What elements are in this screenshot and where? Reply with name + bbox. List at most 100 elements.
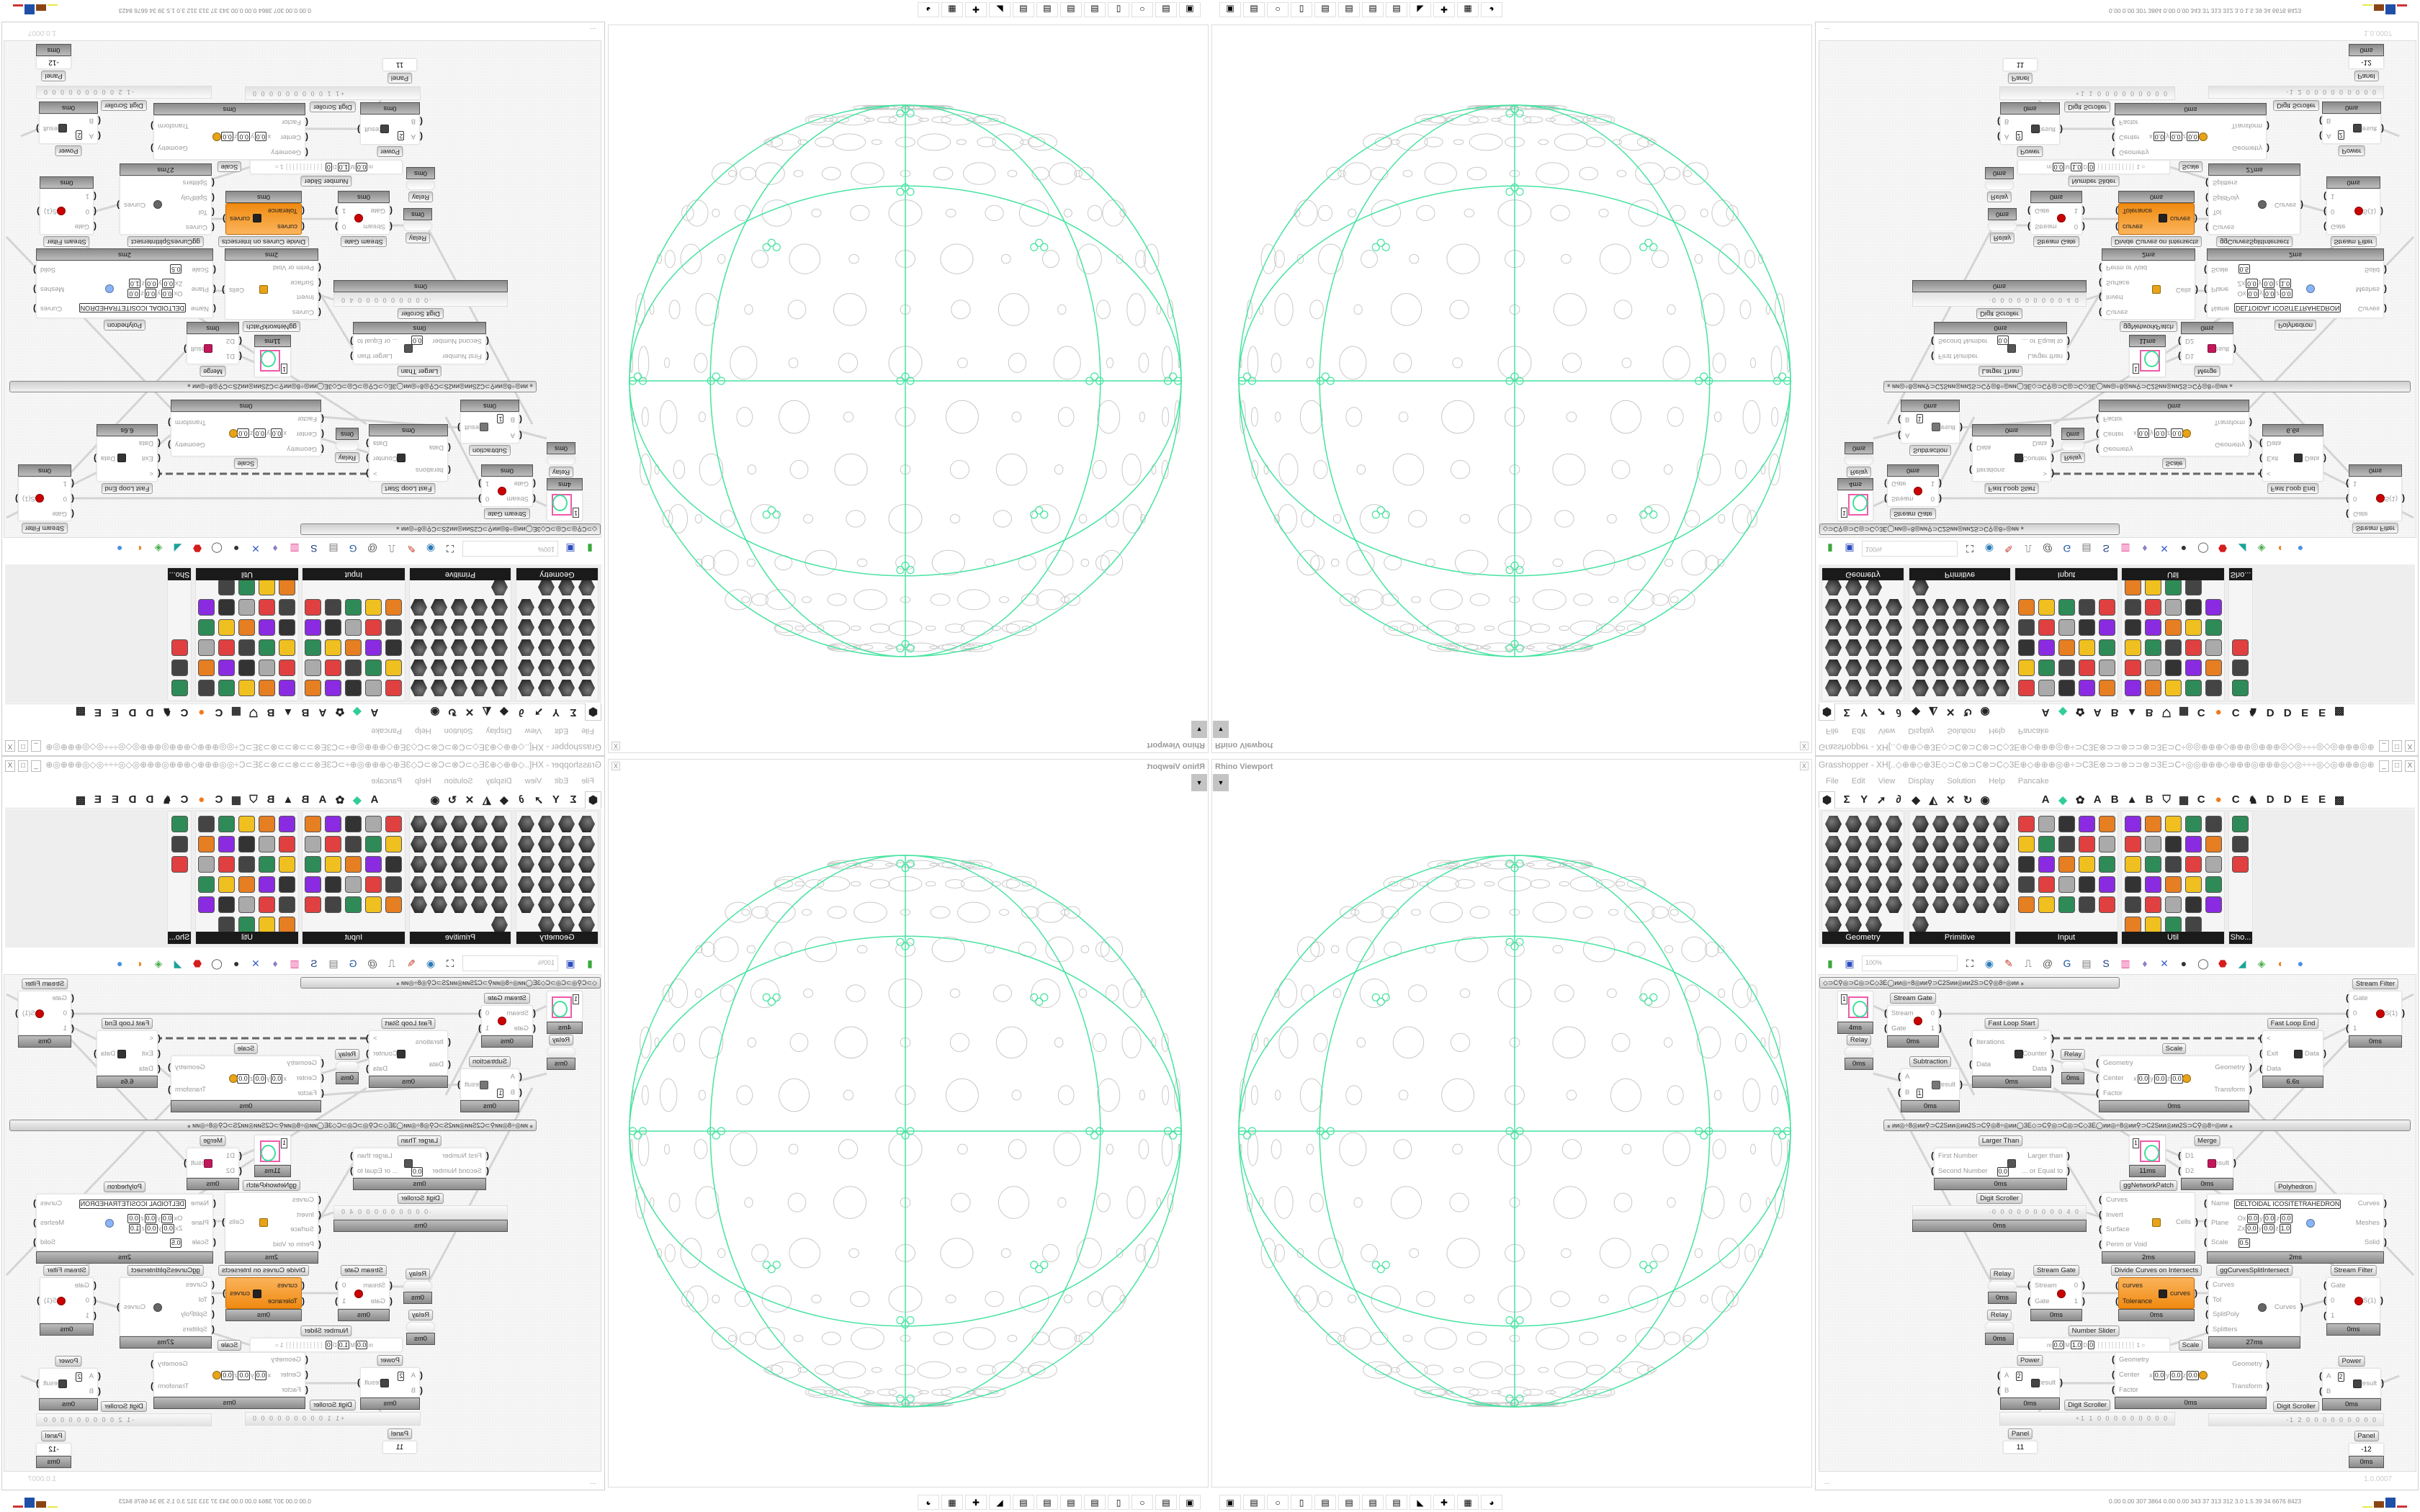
- blue-sphere-icon[interactable]: ●: [2297, 543, 2304, 554]
- zoom-field[interactable]: 100%: [1862, 541, 1958, 557]
- intersect-tab-icon[interactable]: ✕: [1945, 706, 1955, 719]
- record-icon[interactable]: [2145, 836, 2161, 852]
- input-port[interactable]: (: [71, 494, 74, 504]
- stairs-icon[interactable]: [2058, 619, 2075, 636]
- power-node[interactable]: (A 2(B Result): [2319, 1368, 2384, 1398]
- tab-letter-a[interactable]: A: [2093, 793, 2102, 806]
- output-port[interactable]: ): [33, 303, 36, 314]
- value-field[interactable]: 0.0: [2246, 279, 2258, 288]
- value-field[interactable]: 0.0: [162, 279, 174, 288]
- input-port[interactable]: (: [212, 222, 215, 233]
- value-field[interactable]: 1: [1916, 1089, 1923, 1098]
- input-port[interactable]: (: [2115, 222, 2118, 232]
- xyz-icon[interactable]: [325, 836, 341, 852]
- node-label[interactable]: Scale: [2178, 161, 2203, 172]
- tree-icon[interactable]: [471, 876, 488, 893]
- input-port[interactable]: (: [1884, 1007, 1887, 1018]
- input-port[interactable]: (: [1884, 479, 1887, 490]
- cluster-param-icon[interactable]: [1886, 619, 1902, 636]
- tab-letter-d[interactable]: D: [2266, 793, 2275, 806]
- color-bars-icon[interactable]: [2079, 599, 2095, 616]
- menu-display[interactable]: Display: [485, 777, 512, 786]
- curve-tab-icon[interactable]: ∂: [1896, 706, 1901, 719]
- transform-tab-icon[interactable]: ↻: [447, 706, 457, 719]
- node-label[interactable]: Panel: [2007, 1428, 2033, 1439]
- circle-param-icon[interactable]: [1825, 619, 1842, 636]
- node-label[interactable]: Polyhedron: [103, 320, 146, 330]
- canvas-image-icon[interactable]: ▤: [2081, 958, 2092, 969]
- preview-eye-icon[interactable]: ◉: [426, 958, 436, 969]
- wire[interactable]: [93, 1299, 120, 1309]
- loop-icon[interactable]: [2099, 680, 2115, 696]
- img-icon[interactable]: [2058, 856, 2075, 873]
- input-port[interactable]: (: [213, 1198, 216, 1209]
- black-box-icon[interactable]: [2038, 816, 2055, 832]
- loop-icon[interactable]: [305, 816, 321, 832]
- list-icon[interactable]: [365, 599, 382, 616]
- toggle-icon[interactable]: [305, 660, 321, 676]
- play-icon[interactable]: [279, 660, 295, 676]
- input-port[interactable]: (: [305, 1384, 308, 1395]
- canvas-image-icon[interactable]: ▤: [328, 543, 339, 554]
- magnet-icon[interactable]: [259, 816, 275, 832]
- mesh-sphere-param-icon[interactable]: [558, 917, 575, 933]
- menu-pancake[interactable]: Pancake: [371, 726, 403, 735]
- intersect-tab-icon[interactable]: ✕: [465, 793, 475, 806]
- calculator-icon[interactable]: ▦: [941, 1495, 963, 1510]
- intersect-tab-icon[interactable]: ✕: [1945, 793, 1955, 806]
- flask-icon[interactable]: [198, 639, 215, 656]
- value-field[interactable]: 2: [2337, 1372, 2344, 1382]
- input-port[interactable]: (: [2099, 263, 2102, 274]
- input-port[interactable]: (: [318, 277, 321, 288]
- input-port[interactable]: (: [321, 414, 324, 425]
- value-field[interactable]: 1.0: [2279, 1224, 2292, 1233]
- gauge-script-icon[interactable]: [238, 917, 255, 933]
- menu-help[interactable]: Help: [415, 726, 431, 735]
- control-knob-icon[interactable]: [385, 639, 402, 656]
- fuse-icon[interactable]: [2145, 619, 2161, 636]
- tree-icon[interactable]: [471, 619, 488, 636]
- node-label[interactable]: Power: [2017, 146, 2043, 157]
- bulb-icon[interactable]: ●: [2180, 958, 2187, 969]
- input-port[interactable]: (: [321, 1087, 324, 1098]
- tab-letter-d[interactable]: D: [2283, 706, 2292, 719]
- wire[interactable]: [1937, 416, 1976, 486]
- node-label[interactable]: Panel: [2354, 71, 2379, 81]
- checker-icon[interactable]: [2099, 639, 2115, 656]
- clock-icon[interactable]: [2058, 599, 2075, 616]
- output-port[interactable]: ): [15, 1008, 18, 1018]
- xyz-icon[interactable]: [325, 660, 341, 676]
- transform-icon[interactable]: [1953, 876, 1969, 893]
- output-port[interactable]: ): [366, 438, 369, 449]
- hexagon-icon[interactable]: [451, 856, 467, 873]
- node-label[interactable]: Fast Loop Start: [1984, 1018, 2039, 1029]
- face-param-icon[interactable]: [538, 660, 555, 676]
- record-icon[interactable]: [2145, 660, 2161, 676]
- digit-scroller-node[interactable]: -1 2 0 0 0 0 0 0 0 0 0: [36, 86, 212, 99]
- box-param-icon[interactable]: [558, 876, 575, 893]
- close-button[interactable]: X: [2405, 760, 2415, 772]
- notepad-icon[interactable]: ▤: [1338, 1495, 1360, 1510]
- output-port[interactable]: ): [366, 1063, 369, 1074]
- tab-letter-d[interactable]: D: [128, 706, 137, 719]
- green-spindle-icon[interactable]: ◈: [2257, 958, 2266, 969]
- input-port[interactable]: (: [2099, 1194, 2102, 1205]
- output-port[interactable]: ): [1960, 423, 1963, 433]
- toggle-icon[interactable]: [2099, 660, 2115, 676]
- input-port[interactable]: (: [2027, 1280, 2030, 1290]
- input-port[interactable]: (: [448, 1036, 451, 1047]
- green-spindle-icon[interactable]: ◈: [154, 958, 163, 969]
- tab-letter-e[interactable]: E: [111, 706, 119, 719]
- gumball-icon[interactable]: [305, 619, 321, 636]
- input-port[interactable]: (: [94, 1279, 97, 1290]
- email-icon[interactable]: @: [367, 958, 378, 969]
- value-field[interactable]: 0.0: [270, 428, 283, 438]
- input-port[interactable]: (: [448, 442, 451, 453]
- input-port[interactable]: (: [2259, 454, 2262, 464]
- save-icon[interactable]: ▣: [565, 958, 575, 969]
- ribbon-panel-label[interactable]: Geometry: [1822, 568, 1904, 580]
- output-port[interactable]: ): [2384, 1236, 2387, 1247]
- input-port[interactable]: (: [2323, 207, 2326, 217]
- material-icon[interactable]: [431, 639, 447, 656]
